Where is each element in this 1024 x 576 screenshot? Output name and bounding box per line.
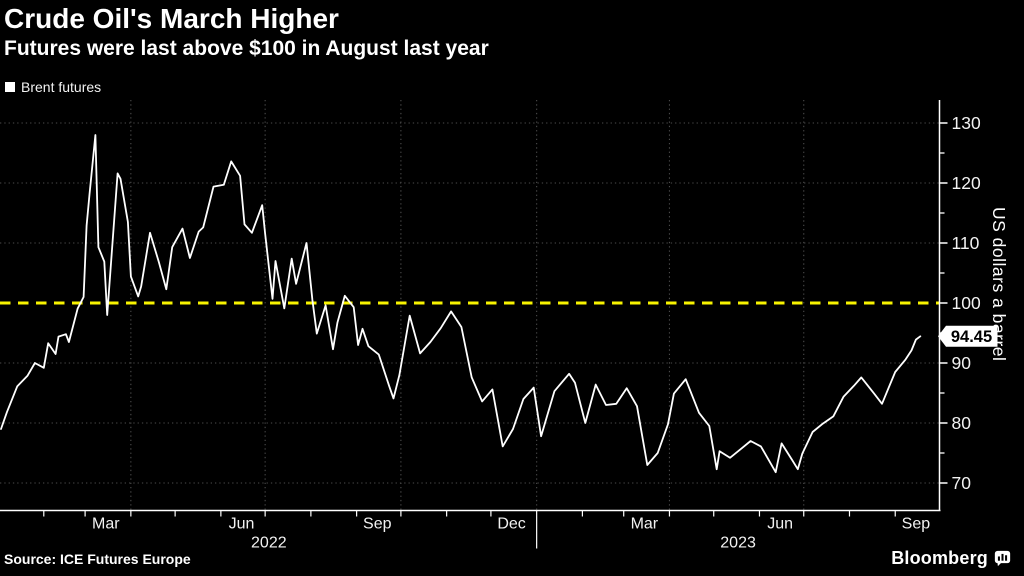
chart-subtitle: Futures were last above $100 in August l…	[4, 37, 489, 60]
svg-text:120: 120	[952, 173, 981, 193]
legend: Brent futures	[5, 79, 101, 95]
svg-text:94.45: 94.45	[951, 328, 992, 346]
svg-text:Dec: Dec	[497, 516, 525, 533]
last-price-tag: 94.45	[938, 325, 998, 347]
y-axis-ticks: 130 120 110 100 90 80 70	[939, 113, 981, 493]
svg-text:80: 80	[952, 413, 972, 433]
svg-text:Sep: Sep	[902, 516, 931, 533]
svg-text:70: 70	[952, 473, 972, 493]
source-text: Source: ICE Futures Europe	[4, 551, 191, 567]
svg-text:110: 110	[952, 233, 980, 253]
y-axis-title: US dollars a barrel	[989, 207, 1009, 362]
svg-text:100: 100	[952, 293, 981, 313]
y-gridlines	[0, 122, 940, 484]
x-axis-ticks	[43, 510, 896, 517]
chart-title: Crude Oil's March Higher	[4, 3, 339, 34]
svg-text:Sep: Sep	[363, 516, 392, 533]
svg-text:90: 90	[952, 353, 972, 373]
svg-text:2022: 2022	[251, 535, 287, 552]
svg-text:Jun: Jun	[767, 516, 793, 533]
svg-text:Mar: Mar	[631, 516, 659, 533]
svg-text:Mar: Mar	[92, 516, 120, 533]
legend-label: Brent futures	[21, 79, 102, 95]
price-line-brent	[0, 134, 922, 474]
x-axis-month-labels: Mar Jun Sep Dec Mar Jun Sep	[92, 516, 930, 533]
svg-text:Jun: Jun	[229, 516, 255, 533]
bloomberg-logo: Bloomberg	[891, 548, 1011, 569]
axes	[0, 100, 941, 512]
x-axis-year-labels: 2022 2023	[251, 510, 756, 552]
bloomberg-bug-icon	[994, 550, 1011, 567]
bloomberg-wordmark: Bloomberg	[891, 548, 988, 568]
svg-text:2023: 2023	[720, 535, 756, 552]
legend-square-icon	[5, 82, 15, 92]
svg-text:130: 130	[952, 113, 981, 133]
